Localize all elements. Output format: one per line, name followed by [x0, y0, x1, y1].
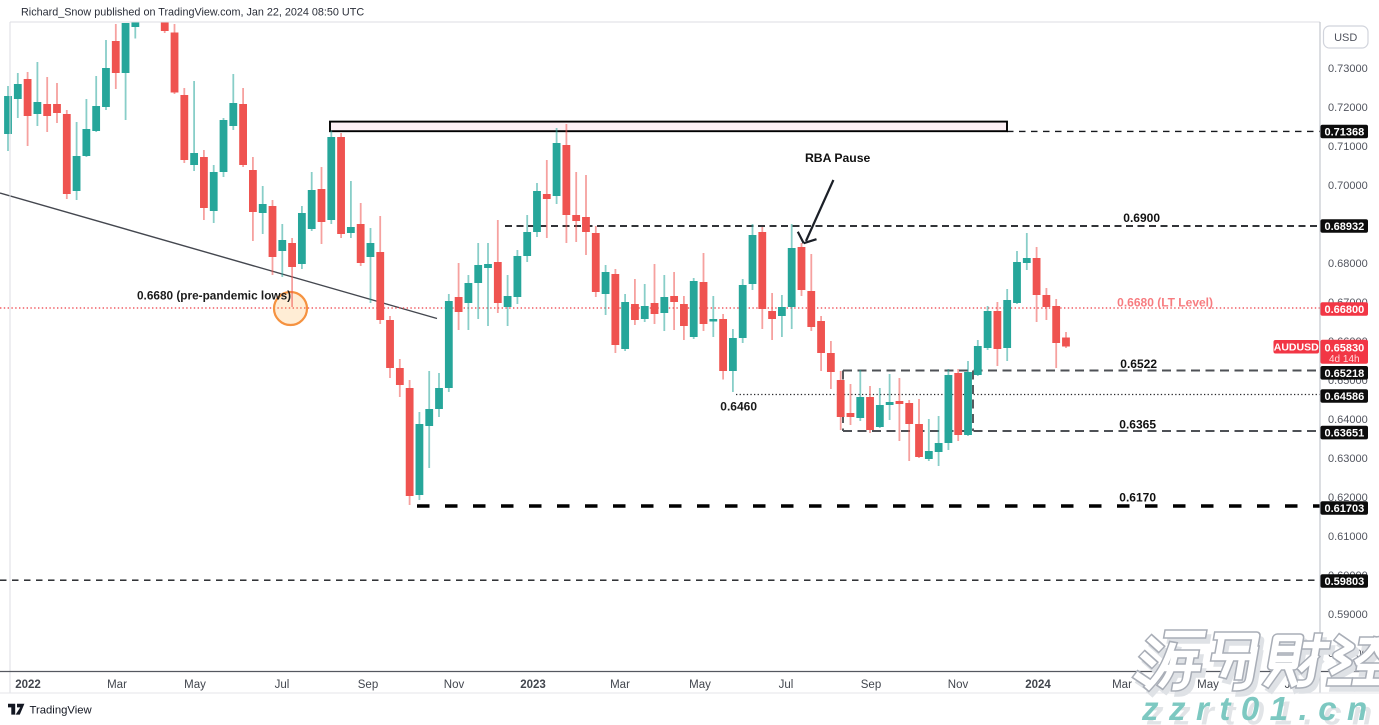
svg-text:Sep: Sep: [358, 679, 378, 691]
svg-text:RBA Pause: RBA Pause: [805, 151, 870, 165]
svg-text:May: May: [689, 679, 711, 691]
svg-text:Nov: Nov: [444, 679, 465, 691]
svg-text:Mar: Mar: [107, 679, 127, 691]
svg-text:May: May: [1197, 679, 1219, 691]
svg-text:zzrt01.cn: zzrt01.cn: [1141, 690, 1378, 725]
svg-text:2024: 2024: [1025, 679, 1051, 691]
svg-text:0.63651: 0.63651: [1325, 428, 1365, 440]
svg-text:0.65218: 0.65218: [1325, 368, 1365, 380]
svg-text:0.66800: 0.66800: [1325, 304, 1365, 316]
svg-text:2023: 2023: [520, 679, 546, 691]
svg-text:0.72000: 0.72000: [1328, 102, 1368, 114]
svg-text:2022: 2022: [15, 679, 41, 691]
svg-text:0.73000: 0.73000: [1328, 63, 1368, 75]
svg-text:Jul: Jul: [275, 679, 290, 691]
svg-text:0.62000: 0.62000: [1328, 492, 1368, 504]
svg-text:Richard_Snow published on Trad: Richard_Snow published on TradingView.co…: [21, 7, 364, 19]
svg-text:0.68000: 0.68000: [1328, 258, 1368, 270]
svg-text:USD: USD: [1334, 32, 1357, 44]
svg-text:Sep: Sep: [861, 679, 881, 691]
svg-text:Mar: Mar: [1112, 679, 1132, 691]
svg-text:0.61703: 0.61703: [1325, 503, 1365, 515]
svg-text:May: May: [184, 679, 206, 691]
svg-text:Jul: Jul: [779, 679, 794, 691]
svg-text:0.6680 (pre-pandemic lows): 0.6680 (pre-pandemic lows): [137, 289, 291, 303]
svg-text:0.64000: 0.64000: [1328, 414, 1368, 426]
svg-text:0.65830: 0.65830: [1325, 342, 1365, 354]
svg-text:0.61000: 0.61000: [1328, 531, 1368, 543]
svg-text:0.6170: 0.6170: [1119, 491, 1156, 505]
svg-text:0.68932: 0.68932: [1325, 221, 1365, 233]
svg-text:0.71368: 0.71368: [1325, 127, 1365, 139]
svg-text:0.6365: 0.6365: [1119, 418, 1156, 432]
svg-text:Nov: Nov: [948, 679, 969, 691]
svg-text:0.70000: 0.70000: [1328, 180, 1368, 192]
svg-text:TradingView: TradingView: [30, 705, 93, 717]
svg-text:0.64586: 0.64586: [1325, 391, 1365, 403]
svg-text:0.59000: 0.59000: [1328, 609, 1368, 621]
svg-text:zzrt01.cn: zzrt01.cn: [1146, 695, 1379, 725]
svg-text:0.59803: 0.59803: [1325, 576, 1365, 588]
svg-text:0.6460: 0.6460: [720, 400, 757, 414]
svg-text:0.6680 (LT Level): 0.6680 (LT Level): [1117, 296, 1213, 310]
svg-text:AUDUSD: AUDUSD: [1274, 342, 1319, 354]
svg-text:0.6522: 0.6522: [1120, 357, 1157, 371]
svg-text:0.6900: 0.6900: [1123, 211, 1160, 225]
svg-text:0.63000: 0.63000: [1328, 453, 1368, 465]
svg-text:4d 14h: 4d 14h: [1329, 354, 1360, 365]
svg-text:Mar: Mar: [610, 679, 630, 691]
svg-text:0.71000: 0.71000: [1328, 141, 1368, 153]
